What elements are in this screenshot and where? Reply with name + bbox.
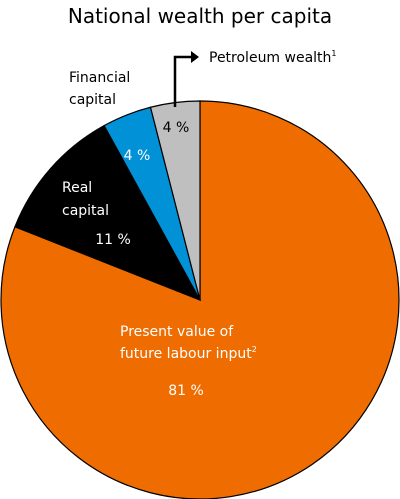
slice-label-real-line1: Real: [62, 180, 92, 196]
value-label-petroleum: 4 %: [163, 120, 190, 136]
value-label-labour: 81 %: [168, 383, 204, 399]
slice-label-financial-line1: Financial: [69, 70, 130, 86]
pie-slices: [0, 100, 400, 499]
slice-label-labour-line1: Present value of: [120, 324, 234, 340]
slice-label-petroleum: Petroleum wealth1: [209, 49, 337, 66]
slice-label-real-line2: capital: [62, 203, 109, 219]
value-label-real: 11 %: [95, 232, 131, 248]
slice-label-financial-line2: capital: [69, 92, 116, 108]
value-label-financial: 4 %: [124, 148, 151, 164]
slice-label-labour-line2: future labour input2: [120, 345, 257, 362]
slice-real-capital: [14, 124, 202, 302]
chart-title: National wealth per capita: [68, 4, 332, 28]
petroleum-callout-arrow: [173, 51, 199, 107]
